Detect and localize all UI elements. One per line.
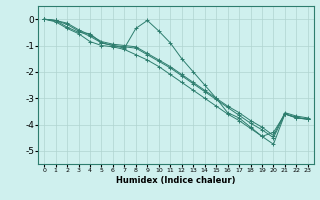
X-axis label: Humidex (Indice chaleur): Humidex (Indice chaleur) [116,176,236,185]
